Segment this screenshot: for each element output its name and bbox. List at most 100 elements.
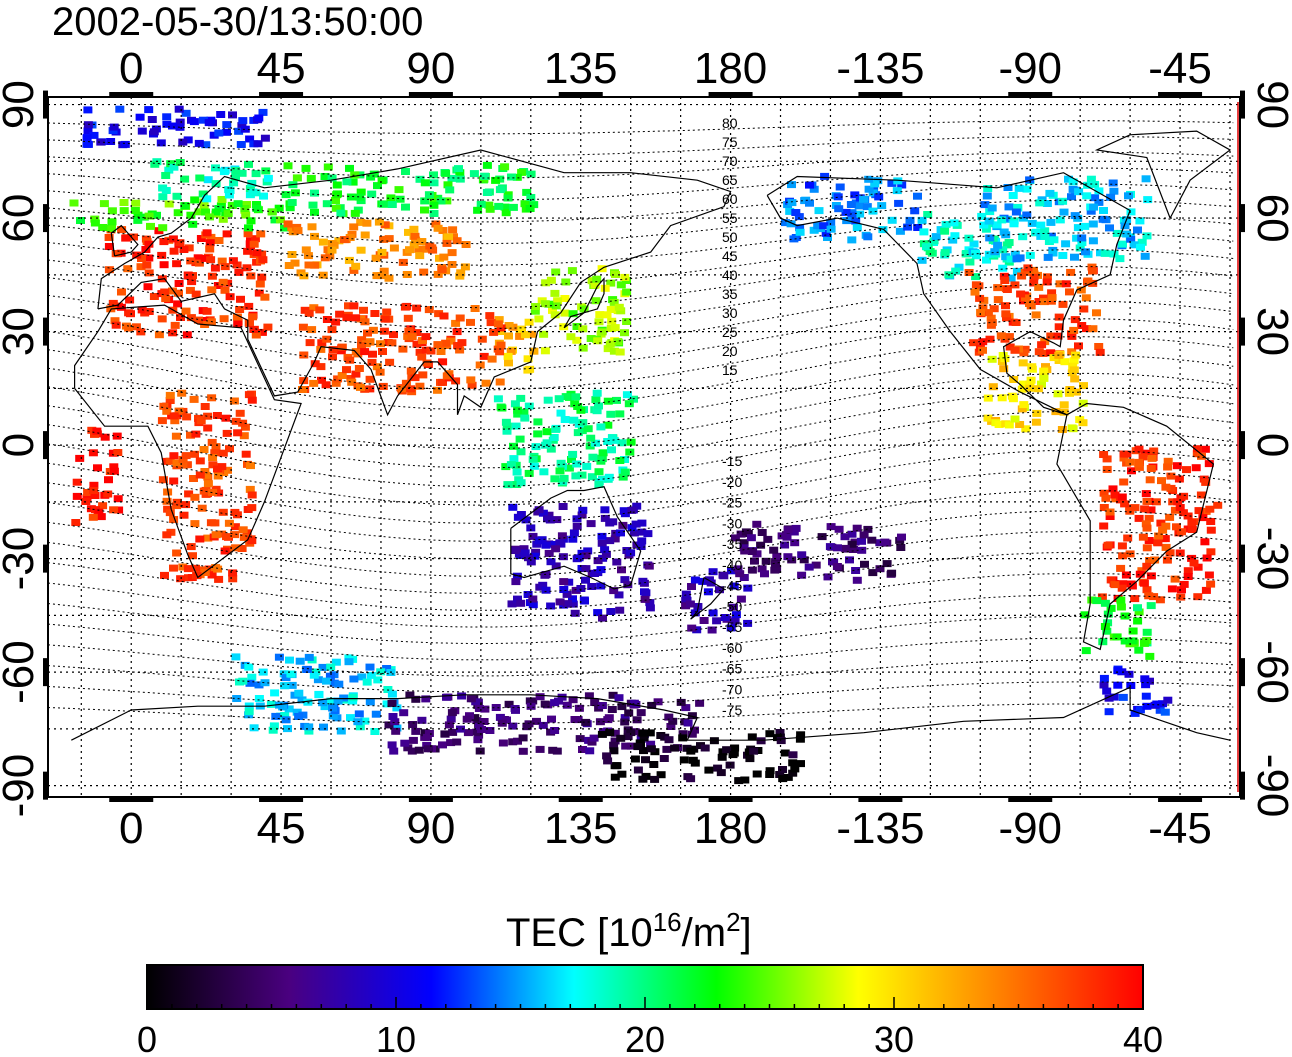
tec-tile — [1054, 323, 1064, 331]
tec-tile — [962, 250, 972, 257]
tec-tile — [1046, 332, 1056, 340]
tec-tile — [783, 553, 793, 561]
coastline — [1056, 402, 1215, 651]
tec-tile — [224, 186, 234, 194]
tec-tile — [610, 773, 620, 781]
tec-tile — [1170, 506, 1180, 514]
tec-tile — [734, 777, 744, 785]
frame-tick-right — [1240, 317, 1245, 346]
colorbar-title-unit: /m — [682, 911, 726, 955]
tec-tile — [1078, 399, 1088, 407]
tec-tile — [1206, 548, 1216, 556]
tec-tile — [280, 224, 289, 232]
tec-tile — [546, 445, 556, 453]
tec-tile — [863, 233, 873, 241]
tec-tile — [840, 544, 850, 552]
tec-tile — [446, 739, 456, 747]
tec-tile — [421, 333, 431, 341]
tec-tile — [530, 307, 540, 315]
tec-observations — [69, 105, 1223, 785]
tec-tile — [470, 714, 480, 722]
tec-tile — [377, 248, 387, 256]
tec-tile — [624, 400, 634, 408]
tec-tile — [249, 724, 259, 732]
tec-tile — [1068, 178, 1078, 186]
tec-tile — [409, 241, 419, 249]
tec-tile — [978, 346, 987, 354]
tec-tile — [411, 727, 421, 735]
mlat-contour — [48, 489, 1234, 560]
tec-tile — [365, 698, 375, 706]
tec-tile — [439, 312, 449, 320]
tec-tile — [82, 494, 92, 502]
tec-tile — [322, 316, 332, 323]
tec-tile — [573, 429, 583, 437]
tec-tile — [919, 228, 929, 236]
tec-tile — [1125, 458, 1135, 466]
tec-tile — [626, 438, 636, 446]
mlat-label: 60 — [722, 191, 738, 207]
tec-tile — [214, 129, 224, 137]
tec-tile — [136, 328, 146, 336]
tec-tile — [384, 721, 394, 729]
tec-tile — [207, 571, 217, 579]
tec-tile — [414, 746, 424, 754]
tec-tile — [382, 700, 392, 708]
tec-tile — [551, 562, 561, 570]
tec-tile — [629, 699, 639, 707]
tec-tile — [569, 416, 579, 424]
tec-tile — [868, 569, 878, 577]
tec-tile — [327, 326, 337, 334]
tec-tile — [1134, 608, 1144, 616]
tec-tile — [1039, 374, 1049, 382]
tec-tile — [205, 245, 215, 253]
tec-tile — [247, 537, 257, 545]
tec-tile — [610, 324, 620, 332]
tec-tile — [460, 263, 470, 271]
tec-tile — [400, 739, 410, 747]
tec-tile — [1201, 478, 1211, 486]
tec-tile — [601, 550, 611, 558]
tec-tile — [516, 448, 526, 456]
tec-tile — [559, 578, 569, 586]
tec-tile — [993, 241, 1003, 249]
tec-tile — [310, 360, 320, 368]
mlat-contour — [48, 199, 1234, 245]
tec-tile — [503, 194, 513, 202]
tec-tile — [194, 259, 204, 267]
tec-tile — [132, 251, 142, 259]
tec-tile — [757, 529, 767, 536]
tec-tile — [609, 747, 619, 755]
tec-tile — [1101, 494, 1111, 502]
tec-tile — [255, 280, 265, 288]
tec-tile — [765, 767, 775, 775]
tec-tile — [728, 603, 738, 611]
tec-tile — [1097, 593, 1107, 601]
tec-tile — [233, 429, 243, 437]
tec-tile — [590, 281, 600, 289]
tec-tile — [664, 713, 674, 721]
tec-tile — [298, 386, 307, 393]
tec-tile — [1145, 476, 1155, 484]
tec-tile — [1165, 513, 1175, 521]
tec-tile — [398, 345, 408, 353]
tec-tile — [578, 344, 588, 352]
tec-tile — [152, 211, 161, 219]
tec-tile — [615, 348, 625, 356]
tec-tile — [472, 728, 482, 736]
tec-tile — [1118, 552, 1128, 560]
frame-tick-right — [1240, 658, 1245, 687]
lon-tick-label: 135 — [544, 804, 617, 853]
tec-tile — [157, 417, 167, 425]
tec-tile — [845, 556, 854, 564]
tec-tile — [1150, 556, 1160, 564]
tec-tile — [783, 773, 793, 781]
tec-tile — [1162, 556, 1172, 564]
tec-tile — [513, 595, 522, 603]
tec-tile — [475, 747, 485, 755]
tec-tile — [389, 747, 399, 755]
tec-tile — [627, 506, 637, 514]
tec-tile — [156, 139, 166, 147]
tec-tile — [978, 304, 988, 312]
